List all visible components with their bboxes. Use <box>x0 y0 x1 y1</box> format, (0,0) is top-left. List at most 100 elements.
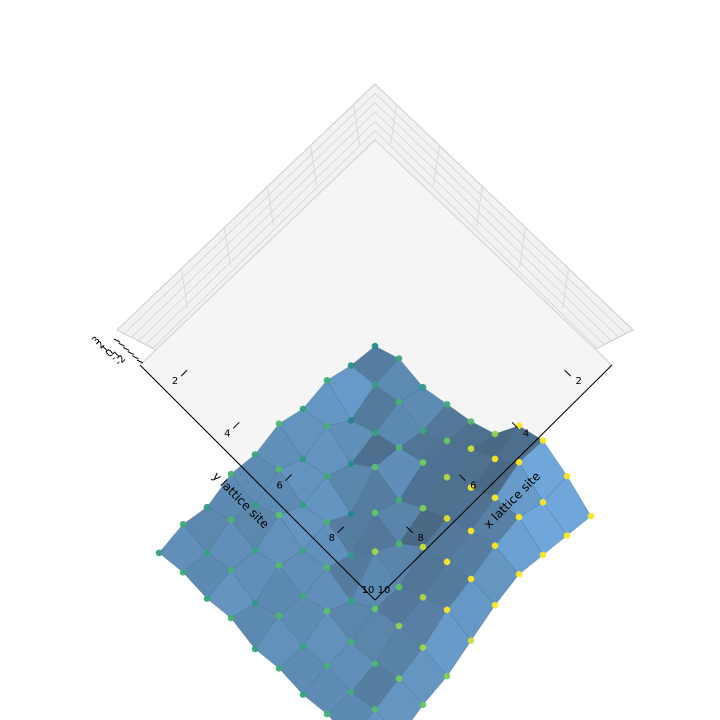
data-point <box>419 427 427 434</box>
z-gridline-left <box>130 102 376 338</box>
data-point <box>371 605 379 613</box>
z-tick <box>132 355 139 360</box>
y-tick-label: 4 <box>224 428 230 439</box>
data-point <box>179 569 187 576</box>
data-point <box>467 637 475 644</box>
data-point <box>323 710 331 718</box>
y-tick <box>285 474 292 481</box>
data-point <box>323 422 331 430</box>
data-point <box>539 437 547 444</box>
data-point <box>155 549 163 557</box>
data-point <box>251 451 259 458</box>
z-gridline-left <box>123 92 376 335</box>
data-point <box>299 405 307 413</box>
wall-gridline <box>181 268 188 309</box>
x-tick <box>511 421 519 429</box>
surface-patch <box>326 691 376 720</box>
data-point <box>227 614 235 622</box>
data-point <box>275 665 283 672</box>
data-point <box>419 701 427 709</box>
data-point <box>443 437 451 445</box>
x-tick-label: 8 <box>417 533 423 544</box>
data-point <box>419 594 427 601</box>
data-point <box>275 511 283 519</box>
data-point <box>323 377 331 384</box>
wall-gridline <box>310 145 317 186</box>
data-point <box>587 512 595 520</box>
data-point <box>491 494 499 502</box>
x-tick-label: 2 <box>575 376 581 387</box>
data-point <box>467 418 475 425</box>
z-tick <box>127 351 135 356</box>
x-tick-label: 10 <box>362 585 375 596</box>
z-gridline-right <box>374 130 598 349</box>
data-point <box>299 691 307 698</box>
data-point <box>347 689 355 696</box>
z-tick <box>113 338 121 343</box>
wall-gridline <box>267 186 274 227</box>
y-tick <box>232 421 240 429</box>
data-point <box>299 643 307 650</box>
data-point <box>419 459 427 466</box>
data-point <box>395 622 403 630</box>
data-point <box>443 558 451 566</box>
data-point <box>371 548 379 555</box>
data-point <box>491 601 499 609</box>
wall-gridline <box>562 268 569 309</box>
data-point <box>395 444 403 452</box>
data-point <box>251 645 259 653</box>
y-tick <box>337 526 345 534</box>
data-point <box>299 593 307 600</box>
data-point <box>323 518 331 526</box>
data-point <box>467 527 475 535</box>
data-point <box>491 455 499 463</box>
data-point <box>227 470 235 478</box>
data-point <box>419 504 427 512</box>
z-gridline-right <box>374 92 627 335</box>
data-point <box>275 420 283 428</box>
data-point <box>323 662 331 670</box>
data-point <box>395 497 403 504</box>
data-point <box>371 463 379 471</box>
wall-gridline <box>476 186 483 227</box>
data-point <box>203 503 211 511</box>
data-point <box>539 499 547 506</box>
data-point <box>443 672 451 680</box>
data-point <box>203 595 211 602</box>
wall-gridline <box>519 227 526 268</box>
x-tick <box>458 474 466 481</box>
wall-gridline <box>224 227 231 268</box>
data-point <box>467 445 475 453</box>
data-point <box>251 599 259 607</box>
data-point <box>443 515 451 522</box>
data-point <box>371 706 379 713</box>
data-point <box>443 401 451 408</box>
data-point <box>515 458 523 466</box>
data-point <box>419 383 427 391</box>
data-point <box>251 501 259 509</box>
data-point <box>563 472 571 480</box>
surface-patch <box>374 678 424 720</box>
wall-gridline <box>353 104 360 145</box>
data-point <box>419 543 427 551</box>
data-point <box>347 460 355 468</box>
data-point <box>323 607 331 615</box>
y-axis-line <box>139 364 376 601</box>
data-point <box>371 660 379 667</box>
data-point <box>395 355 403 362</box>
data-point <box>371 381 379 389</box>
data-point <box>395 398 403 406</box>
data-point <box>323 564 331 571</box>
data-point <box>419 644 427 651</box>
y-tick-label: 6 <box>276 481 282 492</box>
z-tick <box>136 359 144 364</box>
data-point <box>467 484 475 491</box>
data-point <box>443 474 451 481</box>
data-point <box>467 575 475 583</box>
data-point <box>395 540 403 547</box>
data-point <box>539 551 547 559</box>
x-tick <box>406 526 414 534</box>
data-point <box>299 455 307 463</box>
z-gridline-left <box>145 120 376 346</box>
y-tick <box>389 578 397 586</box>
